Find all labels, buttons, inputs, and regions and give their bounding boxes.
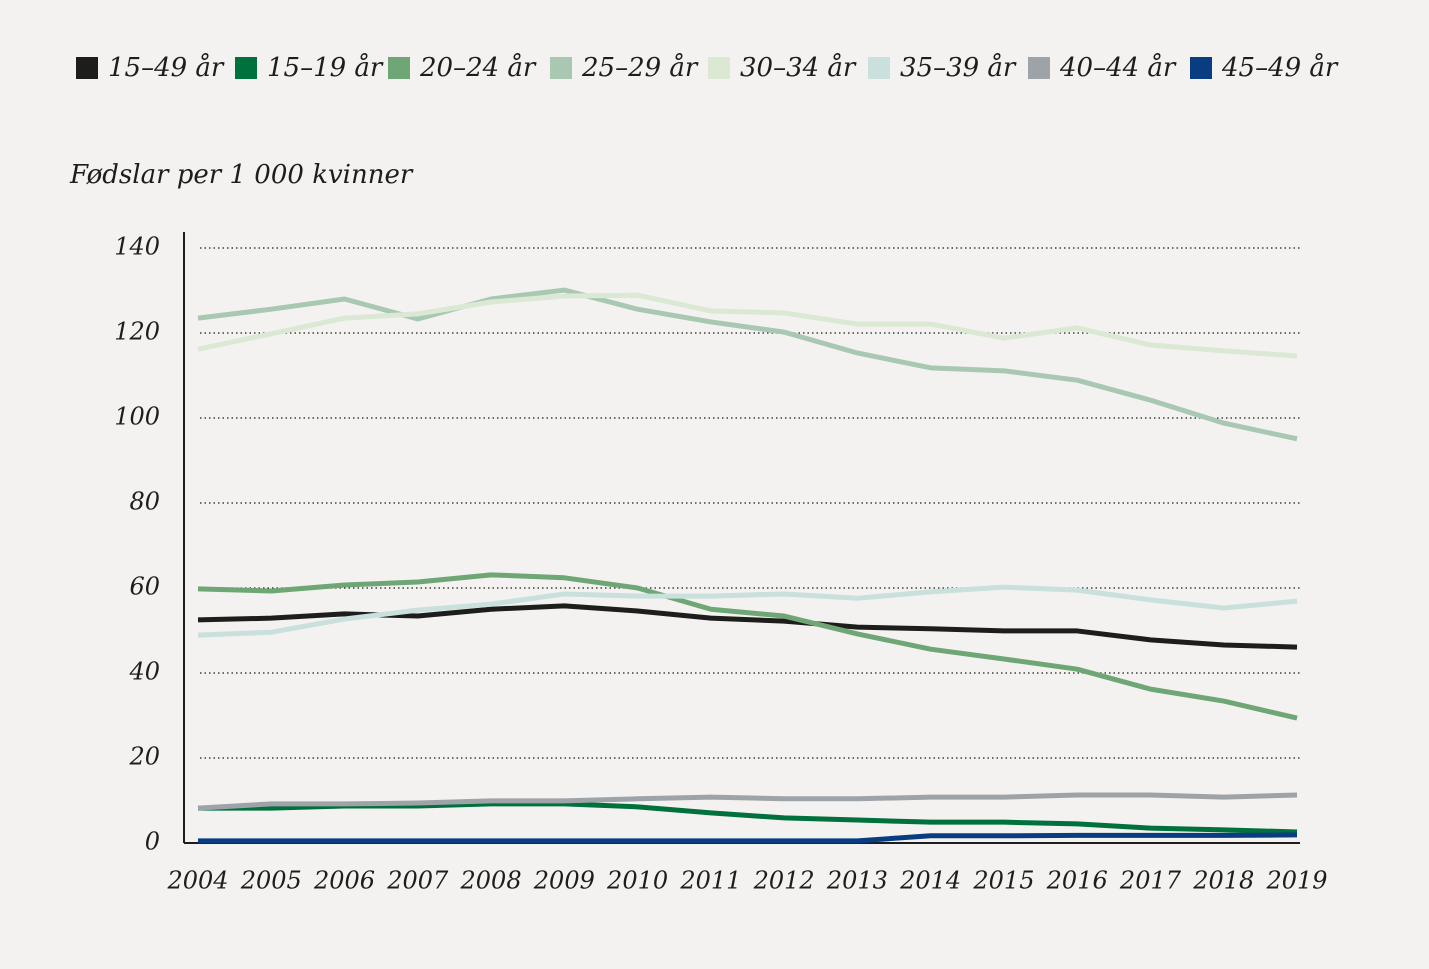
legend-swatch: [550, 57, 572, 79]
legend-swatch: [1190, 57, 1212, 79]
legend-swatch: [708, 57, 730, 79]
y-axis-label: Fødslar per 1 000 kvinner: [69, 160, 414, 190]
series-line: [197, 792, 1298, 811]
x-tick-label: 2017: [1119, 867, 1182, 895]
x-tick-label: 2018: [1192, 867, 1254, 895]
series-line: [198, 832, 1298, 844]
legend-swatch: [1028, 57, 1050, 79]
series-line: [197, 287, 1298, 442]
legend-label: 40–44 år: [1059, 52, 1177, 83]
y-tick-label: 60: [129, 573, 160, 601]
legend-swatch: [868, 57, 890, 79]
x-tick-label: 2007: [386, 867, 449, 895]
y-tick-label: 120: [114, 318, 160, 346]
x-tick-label: 2016: [1046, 867, 1108, 895]
legend-swatch: [76, 57, 98, 79]
x-tick-label: 2019: [1265, 867, 1327, 895]
x-tick-label: 2014: [899, 867, 961, 895]
x-tick-label: 2015: [972, 867, 1034, 895]
legend-swatch: [235, 57, 257, 79]
legend-label: 20–24 år: [419, 52, 537, 83]
x-tick-label: 2009: [533, 867, 595, 895]
legend-label: 35–39 år: [900, 52, 1017, 83]
y-tick-label: 80: [129, 488, 160, 516]
legend-label: 15–49 år: [108, 52, 225, 83]
legend-swatch: [388, 57, 410, 79]
y-tick-label: 100: [114, 403, 160, 431]
x-tick-label: 2005: [240, 867, 302, 895]
series-line: [197, 572, 1298, 721]
x-tick-label: 2010: [606, 867, 668, 895]
x-tick-label: 2011: [679, 867, 741, 895]
legend-label: 45–49 år: [1221, 52, 1339, 83]
x-tick-label: 2004: [166, 867, 228, 895]
series-line: [198, 801, 1298, 835]
x-tick-label: 2012: [753, 867, 815, 895]
y-tick-label: 140: [114, 233, 160, 261]
x-tick-label: 2006: [313, 867, 375, 895]
legend-label: 30–34 år: [740, 52, 857, 83]
legend-label: 25–29 år: [581, 52, 699, 83]
y-tick-label: 40: [128, 658, 160, 686]
series-line: [197, 292, 1298, 359]
series-line: [197, 584, 1298, 638]
x-tick-label: 2013: [826, 867, 888, 895]
y-tick-label: 0: [145, 828, 160, 856]
legend-label: 15–19 år: [267, 52, 384, 83]
x-tick-label: 2008: [460, 867, 522, 895]
y-tick-label: 20: [128, 743, 160, 771]
